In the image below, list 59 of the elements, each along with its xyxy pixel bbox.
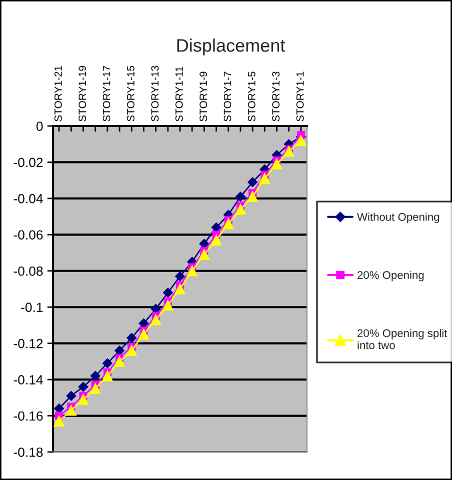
x-tick-label: STORY1-21 xyxy=(54,66,62,122)
point xyxy=(54,404,64,414)
y-tick-label: -0.1 xyxy=(21,302,43,312)
x-tick-label: STORY1-19 xyxy=(78,66,86,122)
point xyxy=(174,284,186,294)
point xyxy=(248,177,258,188)
point xyxy=(236,192,246,202)
point xyxy=(271,158,282,170)
point xyxy=(186,266,198,276)
point xyxy=(247,191,258,202)
point xyxy=(198,249,210,260)
point xyxy=(114,356,125,367)
point xyxy=(235,204,246,215)
x-tick-label: STORY1-3 xyxy=(272,72,280,122)
y-tick-label: -0.12 xyxy=(14,338,43,348)
x-tick-label: STORY1-7 xyxy=(224,72,232,122)
y-tick-label: -0.16 xyxy=(14,411,43,421)
point xyxy=(150,304,161,314)
point xyxy=(126,332,137,343)
legend-label: 20% Opening xyxy=(358,270,424,282)
y-tick-label: -0.08 xyxy=(14,266,43,276)
x-tick-label: STORY1-9 xyxy=(200,72,207,122)
point xyxy=(175,271,185,282)
point xyxy=(138,318,149,328)
point xyxy=(223,218,234,230)
point xyxy=(210,234,222,246)
point xyxy=(78,394,89,405)
y-tick-label: -0.02 xyxy=(14,158,43,168)
point xyxy=(66,404,77,416)
point xyxy=(283,146,294,157)
x-tick-label: STORY1-15 xyxy=(127,66,134,122)
y-tick-label: -0.14 xyxy=(14,375,43,384)
x-tick-label: STORY1-1 xyxy=(296,72,304,122)
legend-label: 20% Opening split into two xyxy=(358,328,448,350)
point xyxy=(90,370,100,381)
x-tick-label: STORY1-13 xyxy=(151,66,159,122)
point xyxy=(126,345,137,356)
x-tick-label: STORY1-17 xyxy=(102,66,110,122)
x-tick-label: STORY1-5 xyxy=(248,72,256,122)
point xyxy=(259,173,270,184)
y-tick-label: -0.06 xyxy=(14,230,43,240)
chart-title: Displacement xyxy=(177,38,286,56)
y-tick-label: 0 xyxy=(36,122,43,131)
point xyxy=(102,358,112,368)
point xyxy=(162,288,173,298)
point xyxy=(54,416,64,427)
point xyxy=(66,390,76,401)
y-tick-label: -0.18 xyxy=(14,448,43,457)
point xyxy=(138,328,150,340)
legend-label: Without Opening xyxy=(357,212,440,224)
point xyxy=(296,135,306,146)
point xyxy=(162,300,174,311)
y-tick-label: -0.04 xyxy=(14,194,43,204)
point xyxy=(90,383,101,394)
point xyxy=(211,222,222,232)
point xyxy=(78,382,88,392)
x-tick-label: STORY1-11 xyxy=(175,66,183,122)
point xyxy=(150,314,162,326)
point xyxy=(102,370,113,382)
